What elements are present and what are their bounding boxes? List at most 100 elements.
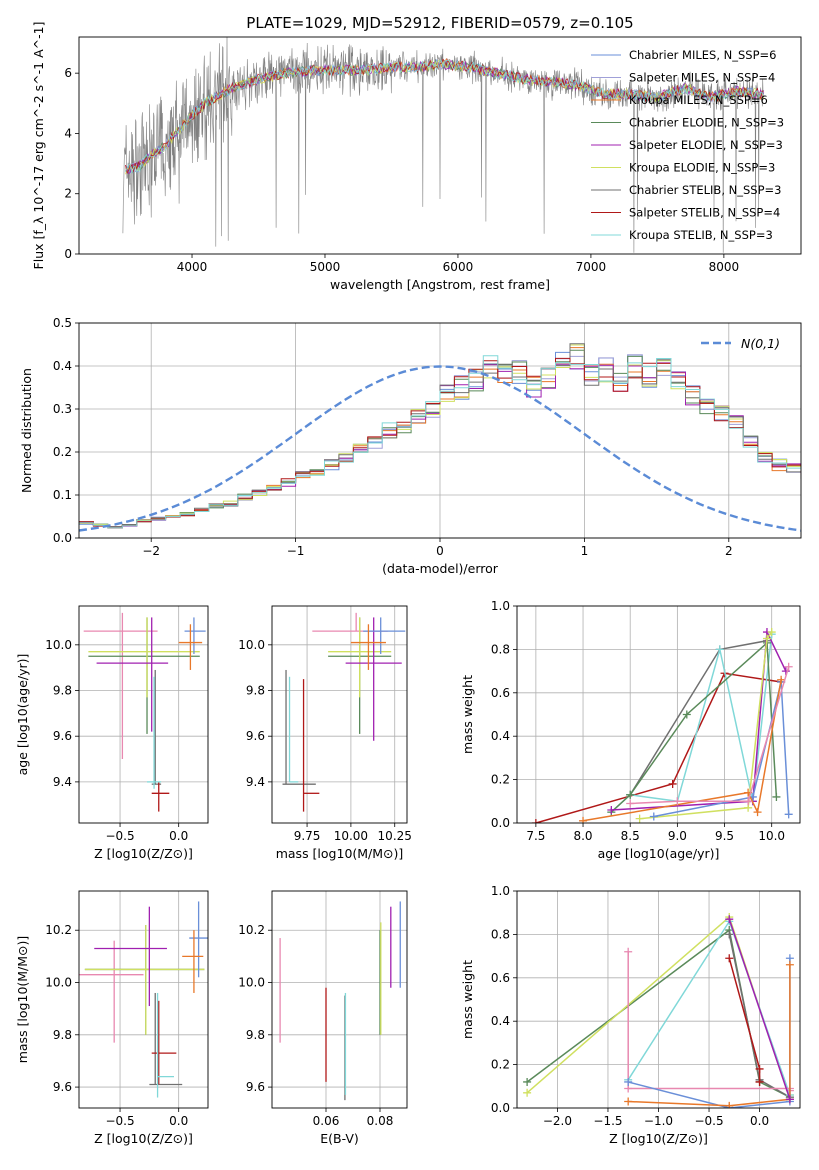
x-tick-label: 10.0 <box>758 829 785 843</box>
y-tick-label: 10.0 <box>45 638 72 652</box>
weight-marker <box>668 779 677 788</box>
x-tick-label: 8.0 <box>573 829 592 843</box>
y-tick-label: 0.5 <box>53 316 72 330</box>
axes-frame <box>78 890 209 1109</box>
errorbar-point <box>328 617 392 698</box>
errorbar-point <box>178 624 203 670</box>
errorbar-point <box>79 940 144 1043</box>
x-tick-label: 6000 <box>443 260 474 274</box>
weight-series-line <box>611 629 787 811</box>
weight-marker <box>649 812 658 821</box>
errorbar-point <box>156 992 174 1098</box>
x-tick-label: 9.0 <box>668 829 687 843</box>
y-tick-label: 0.2 <box>491 773 510 787</box>
errorbar-point <box>184 617 206 654</box>
y-tick-label: 9.8 <box>246 1028 265 1042</box>
y-tick-label: 0.8 <box>491 927 510 941</box>
y-tick-label: 9.6 <box>246 729 265 743</box>
weight-marker <box>744 797 753 806</box>
x-tick-label: −0.5 <box>694 1114 723 1128</box>
weight-marker <box>725 930 734 939</box>
x-tick-label: 10.00 <box>334 829 368 843</box>
legend-label: Salpeter MILES, N_SSP=4 <box>629 71 775 85</box>
x-tick-label: 8000 <box>709 260 740 274</box>
weight-series-line <box>535 672 782 823</box>
legend-label: Kroupa STELIB, N_SSP=3 <box>629 228 773 242</box>
errorbar-point <box>151 669 162 785</box>
errorbar-point <box>83 612 158 760</box>
y-tick-label: 9.4 <box>53 775 72 789</box>
age_vs_Z-plot-area <box>83 612 206 812</box>
legend-label: Chabrier MILES, N_SSP=6 <box>629 48 776 62</box>
weight-marker <box>725 954 734 963</box>
legend-label: Chabrier ELODIE, N_SSP=3 <box>629 116 784 130</box>
y-axis-label: mass [log10(M/M⊙)] <box>15 936 30 1064</box>
mass_vs_Z-axes: −0.5 0.0 9.6 9.8 10.0 10.2 Z [log10(Z/Z⊙)] mass… <box>15 890 209 1146</box>
errorbar-point <box>350 624 386 670</box>
age_vs_mass-axes: 9.75 10.00 10.25 9.4 9.6 9.8 10.0 mass [log10(M… <box>238 605 412 861</box>
legend-label: Kroupa ELODIE, N_SSP=3 <box>629 161 775 175</box>
weight-marker <box>624 947 633 956</box>
x-tick-label: −1.0 <box>644 1114 673 1128</box>
weight-marker <box>579 816 588 823</box>
y-tick-label: 0.4 <box>53 359 72 373</box>
y-tick-label: 0.1 <box>53 488 72 502</box>
y-tick-label: 0.3 <box>53 402 72 416</box>
errorbar-point <box>84 924 205 1035</box>
errorbar-point <box>84 924 205 1035</box>
x-tick-label: 0.08 <box>367 1114 394 1128</box>
legend-label: N(0,1) <box>741 336 780 351</box>
weight-marker <box>635 814 644 823</box>
x-tick-label: −1 <box>287 544 305 558</box>
errorbar-point <box>94 906 167 1007</box>
histogram-series <box>79 343 801 528</box>
y-tick-label: 0.0 <box>491 1101 510 1115</box>
weight-marker <box>624 1077 633 1086</box>
legend-label: Salpeter ELODIE, N_SSP=3 <box>629 138 783 152</box>
y-tick-label: 9.8 <box>246 684 265 698</box>
x-tick-label: 0.0 <box>169 1114 188 1128</box>
y-tick-label: 0.6 <box>491 686 510 700</box>
errorbar-point <box>282 669 316 785</box>
y-tick-label: 1.0 <box>491 599 510 613</box>
histogram-series <box>79 357 801 528</box>
x-tick-label: 0.0 <box>169 829 188 843</box>
spectrum-model-line <box>125 59 765 174</box>
weight-marker <box>725 1101 734 1108</box>
weight-series-line <box>639 631 773 820</box>
errorbar-point <box>147 676 162 789</box>
y-tick-label: 2 <box>64 187 72 201</box>
weight_vs_Z-axes: −2.0 −1.5 −1.0 −0.5 0.0 0.0 0.2 0.4 0.6 0.8 1.0 Z [… <box>460 884 801 1146</box>
residual_hist-plot-area <box>79 343 801 532</box>
x-tick-label: −2 <box>142 544 160 558</box>
x-axis-label: Z [log10(Z/Z⊙)] <box>609 1131 708 1146</box>
y-tick-label: 9.4 <box>246 775 265 789</box>
x-tick-label: 0.06 <box>313 1114 340 1128</box>
y-tick-label: 9.8 <box>53 1028 72 1042</box>
weight-marker <box>762 634 771 643</box>
weight-marker <box>673 797 682 806</box>
y-tick-label: 9.8 <box>53 684 72 698</box>
x-tick-label: 0 <box>436 544 444 558</box>
x-tick-label: 10.25 <box>378 829 412 843</box>
weight-marker <box>785 1095 794 1104</box>
axes-frame <box>271 605 408 824</box>
mass_vs_ebv-plot-area <box>279 901 401 1101</box>
y-tick-label: 0 <box>64 247 72 261</box>
x-axis-label: E(B-V) <box>320 1131 359 1146</box>
y-tick-label: 1.0 <box>491 884 510 898</box>
weight-series-line <box>582 679 782 822</box>
y-axis-label: age [log10(age/yr)] <box>15 654 30 776</box>
x-axis-label: Z [log10(Z/Z⊙)] <box>94 846 193 861</box>
y-axis-label: Normed distribution <box>19 368 34 493</box>
y-tick-label: 0.4 <box>491 1014 510 1028</box>
x-tick-label: 9.5 <box>715 829 734 843</box>
x-tick-label: 0.0 <box>750 1114 769 1128</box>
weight-marker <box>784 810 793 819</box>
y-tick-label: 0.2 <box>491 1058 510 1072</box>
x-tick-label: 4000 <box>177 260 208 274</box>
y-tick-label: 0.4 <box>491 729 510 743</box>
errorbar-point <box>96 617 169 732</box>
x-axis-label: wavelength [Angstrom, rest frame] <box>330 277 550 292</box>
